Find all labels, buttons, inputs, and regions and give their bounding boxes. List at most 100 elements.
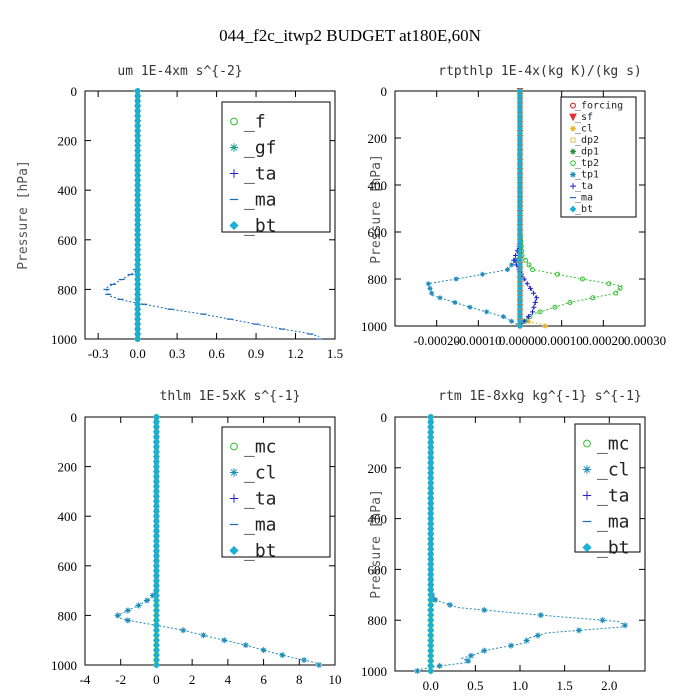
legend-entry: _dp1 — [575, 147, 599, 158]
series-ta — [511, 88, 540, 329]
legend-marker — [570, 137, 576, 143]
x-tick-label: -2 — [115, 672, 126, 687]
data-point — [453, 276, 459, 282]
data-point — [427, 667, 435, 675]
legend-marker — [229, 220, 239, 231]
panel-1: um 1E-4xm s^{-2} Pressure [hPa] -0.3 0.0 0.3… — [16, 64, 343, 361]
data-point — [432, 596, 439, 603]
data-point — [242, 642, 249, 649]
data-point — [467, 304, 473, 310]
data-point — [180, 627, 187, 634]
data-point — [447, 601, 454, 608]
data-point — [437, 295, 443, 301]
data-point — [526, 262, 532, 268]
data-point — [508, 642, 515, 649]
data-point — [221, 637, 228, 644]
legend-entry: _ma — [597, 512, 630, 533]
data-point — [537, 612, 544, 619]
y-axis-label: Pressure [hPa] — [369, 489, 384, 599]
data-point — [143, 597, 150, 604]
x-tick-label: 1.0 — [512, 678, 528, 693]
x-tick-label: 2 — [189, 672, 196, 687]
data-point — [621, 622, 628, 629]
data-point — [525, 318, 531, 324]
legend-entry: _mc — [244, 437, 277, 458]
data-point — [617, 285, 623, 291]
legend-marker — [582, 491, 592, 500]
legend-entry: _ta — [575, 181, 593, 192]
x-tick-label: 1.5 — [327, 346, 343, 361]
y-tick-label: 1000 — [361, 664, 387, 679]
legend-entry: _cl — [575, 124, 593, 135]
x-tick-label: 0.5 — [467, 678, 483, 693]
data-point — [481, 647, 488, 654]
data-point — [567, 300, 573, 305]
y-axis-label: Pressure [hPa] — [16, 160, 31, 270]
data-point — [509, 262, 515, 268]
legend-entry: _bt — [244, 216, 277, 237]
y-tick-label: 800 — [368, 272, 388, 287]
legend-entry: _ta — [244, 164, 277, 185]
panel-title: thlm 1E-5xK s^{-1} — [160, 389, 301, 404]
figure-title: 044_f2c_itwp2 BUDGET at180E,60N — [219, 26, 481, 45]
data-point — [452, 300, 458, 305]
series-line — [519, 91, 546, 326]
y-tick-label: 400 — [368, 178, 388, 193]
data-point — [531, 290, 537, 296]
data-point — [484, 309, 490, 315]
x-tick-label: 0.9 — [248, 346, 264, 361]
y-tick-label: 200 — [58, 460, 78, 475]
data-point — [315, 662, 322, 668]
data-point — [599, 617, 606, 624]
legend-entry: _f — [244, 112, 266, 133]
data-point — [534, 632, 541, 639]
legend-entry: _forcing — [575, 101, 623, 112]
data-point — [542, 323, 548, 329]
legend-marker — [583, 439, 591, 448]
legend-entry: _ta — [597, 486, 630, 507]
y-tick-label: 600 — [368, 225, 388, 240]
legend-entry: _bt — [575, 204, 593, 215]
x-tick-label: 0.00030 — [624, 333, 666, 348]
data-point — [524, 281, 530, 287]
y-tick-label: 1000 — [361, 319, 387, 334]
data-point — [590, 295, 596, 301]
y-tick-label: 0 — [71, 84, 78, 99]
data-point — [509, 318, 515, 324]
data-point — [200, 632, 207, 639]
data-point — [500, 314, 506, 320]
legend-marker — [229, 468, 239, 477]
x-tick-label: 1.5 — [557, 678, 573, 693]
data-point — [534, 295, 540, 301]
x-tick-label: 8 — [296, 672, 303, 687]
data-point — [530, 309, 535, 315]
y-tick-label: 600 — [58, 233, 78, 248]
x-tick-label: 0 — [153, 672, 160, 687]
data-point — [429, 290, 435, 296]
y-tick-label: 800 — [58, 282, 78, 297]
legend-marker — [570, 102, 576, 109]
panel-2: rtpthlp 1E-4x(kg K)/(kg s) Pressure [hPa]… — [361, 64, 666, 348]
data-point — [613, 290, 619, 296]
y-tick-label: 1000 — [51, 658, 77, 673]
data-point — [532, 300, 538, 305]
x-tick-label: -0.3 — [88, 346, 109, 361]
legend-entry: _ma — [575, 193, 593, 204]
data-point — [467, 652, 474, 659]
x-tick-label: 0.00010 — [541, 333, 583, 348]
y-tick-label: 0 — [71, 410, 78, 425]
legend-entry: _bt — [244, 541, 277, 562]
x-tick-label: 0.3 — [169, 346, 185, 361]
data-point — [575, 627, 582, 634]
series-tp1 — [425, 88, 523, 329]
data-point — [124, 607, 131, 614]
panel-title: rtpthlp 1E-4x(kg K)/(kg s) — [438, 64, 642, 79]
y-tick-label: 400 — [58, 183, 78, 198]
legend: _mc _cl _ta _ma _bt — [574, 423, 641, 559]
x-tick-label: 0.00000 — [499, 333, 541, 348]
data-point — [114, 612, 121, 619]
data-point — [464, 657, 471, 664]
data-point — [481, 607, 488, 614]
data-point — [523, 257, 529, 263]
legend-entry: _mc — [597, 434, 630, 455]
